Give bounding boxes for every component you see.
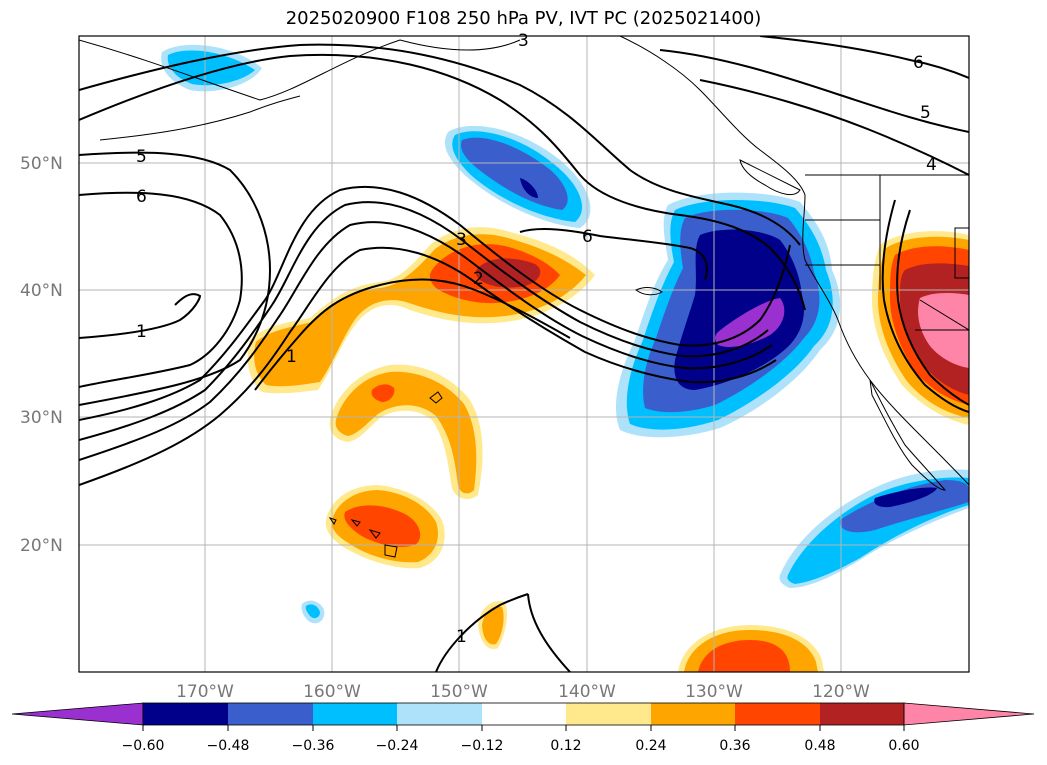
colorbar-swatch bbox=[566, 703, 651, 725]
colorbar: −0.60 −0.48 −0.36 −0.24 −0.12 0.12 0.24 … bbox=[11, 702, 1035, 754]
contour-label: 5 bbox=[136, 147, 147, 167]
colorbar-tick-label: −0.36 bbox=[292, 738, 335, 754]
contour-label: 5 bbox=[920, 103, 931, 123]
pv-contours bbox=[79, 36, 969, 672]
vancouver-island bbox=[739, 159, 801, 196]
map-background bbox=[79, 36, 969, 672]
contour-label: 6 bbox=[913, 53, 924, 73]
colorbar-swatch bbox=[820, 703, 904, 725]
colorbar-swatch bbox=[313, 703, 397, 725]
contour-labels: 5 6 1 1 3 2 6 5 4 6 1 3 bbox=[136, 31, 937, 647]
pv-contour-1 bbox=[254, 278, 571, 391]
lon-label-160w: 160°W bbox=[303, 682, 361, 702]
colorbar-swatch bbox=[735, 703, 820, 725]
positive-anomaly-core bbox=[698, 640, 790, 672]
colorbar-tick-label: −0.60 bbox=[122, 738, 165, 754]
small-island bbox=[635, 287, 663, 296]
colorbar-tick-label: 0.24 bbox=[635, 738, 666, 754]
contour-label: 6 bbox=[136, 187, 147, 207]
contour-label: 1 bbox=[456, 627, 467, 647]
pv-contour-ridge-2 bbox=[79, 201, 769, 441]
contour-label: 1 bbox=[136, 322, 147, 342]
pv-contour-california bbox=[896, 209, 969, 406]
contour-label: 1 bbox=[286, 347, 297, 367]
lon-label-170w: 170°W bbox=[176, 682, 234, 702]
colorbar-tick-label: 0.48 bbox=[804, 738, 835, 754]
pv-contour-6-ne bbox=[759, 36, 969, 79]
lat-label-20n: 20°N bbox=[20, 536, 63, 556]
coastlines bbox=[79, 36, 969, 558]
colorbar-tick-label: 0.12 bbox=[550, 738, 581, 754]
positive-anomaly-core bbox=[475, 258, 541, 288]
north-america-coastline bbox=[619, 36, 969, 486]
colorbar-tick-label: −0.48 bbox=[207, 738, 250, 754]
island-outline bbox=[429, 391, 443, 404]
pv-contour-north-arc-2 bbox=[79, 43, 801, 246]
negative-anomaly-blob bbox=[167, 50, 255, 86]
colorbar-swatch bbox=[228, 703, 313, 725]
negative-anomaly-blob bbox=[305, 604, 320, 619]
positive-anomaly-core bbox=[918, 293, 969, 368]
colorbar-tick-label: 0.60 bbox=[888, 738, 919, 754]
hawaii-islands bbox=[328, 517, 398, 558]
positive-anomaly-blob bbox=[335, 371, 477, 494]
contour-label: 2 bbox=[473, 269, 484, 289]
pv-contour-1-west bbox=[79, 293, 202, 339]
pv-contour-6 bbox=[79, 191, 243, 388]
contour-label: 6 bbox=[582, 227, 593, 247]
negative-anomaly-blob bbox=[460, 137, 568, 210]
lat-label-40n: 40°N bbox=[20, 281, 63, 301]
lon-label-150w: 150°W bbox=[430, 682, 488, 702]
colorbar-tick-label: −0.24 bbox=[376, 738, 419, 754]
baja-california bbox=[869, 379, 947, 491]
colorbar-tick-label: −0.12 bbox=[461, 738, 504, 754]
pv-contour-5 bbox=[79, 151, 272, 406]
lat-label-30n: 30°N bbox=[20, 408, 63, 428]
colorbar-extend-low bbox=[11, 702, 144, 726]
colorbar-outline bbox=[142, 702, 905, 726]
latitude-labels: 50°N 40°N 30°N 20°N bbox=[20, 154, 63, 556]
negative-anomaly-blob bbox=[839, 480, 969, 533]
pv-contour-4-east bbox=[699, 79, 969, 176]
lat-lon-grid bbox=[79, 36, 969, 672]
colorbar-extend-high bbox=[903, 702, 1035, 726]
pv-contour-1-south bbox=[435, 593, 571, 672]
positive-anomaly-core bbox=[371, 384, 395, 402]
pv-contour-ridge bbox=[79, 186, 791, 421]
lon-label-120w: 120°W bbox=[812, 682, 870, 702]
colorbar-swatch bbox=[397, 703, 482, 725]
aleutian-islands bbox=[99, 95, 301, 141]
map-panel bbox=[79, 36, 969, 672]
pv-contour-ridge-4 bbox=[79, 246, 777, 486]
contour-label: 3 bbox=[518, 31, 529, 51]
map-title: 2025020900 F108 250 hPa PV, IVT PC (2025… bbox=[285, 8, 762, 29]
negative-anomaly-core bbox=[520, 178, 538, 198]
colorbar-swatch bbox=[143, 703, 228, 725]
pv-contour-california-2 bbox=[881, 199, 969, 413]
colorbar-swatch bbox=[651, 703, 735, 725]
lat-label-50n: 50°N bbox=[20, 154, 63, 174]
positive-anomaly-blob bbox=[482, 606, 504, 645]
lon-label-130w: 130°W bbox=[685, 682, 743, 702]
contour-label: 4 bbox=[926, 155, 937, 175]
contour-label: 3 bbox=[456, 230, 467, 250]
pv-contour-6-east bbox=[519, 228, 708, 281]
colorbar-tick-label: 0.36 bbox=[719, 738, 750, 754]
positive-anomaly-core bbox=[344, 505, 421, 547]
negative-anomaly-core bbox=[874, 487, 937, 508]
colorbar-ticks bbox=[142, 725, 905, 731]
state-borders bbox=[805, 175, 969, 331]
pv-contour-ridge-3 bbox=[79, 221, 773, 461]
lon-label-140w: 140°W bbox=[558, 682, 616, 702]
pv-contour-north-arc bbox=[79, 53, 806, 311]
pv-contour-5-east bbox=[659, 49, 969, 133]
map-frame bbox=[78, 35, 970, 673]
longitude-labels: 170°W 160°W 150°W 140°W 130°W 120°W bbox=[176, 682, 870, 702]
colorbar-swatch bbox=[482, 703, 566, 725]
